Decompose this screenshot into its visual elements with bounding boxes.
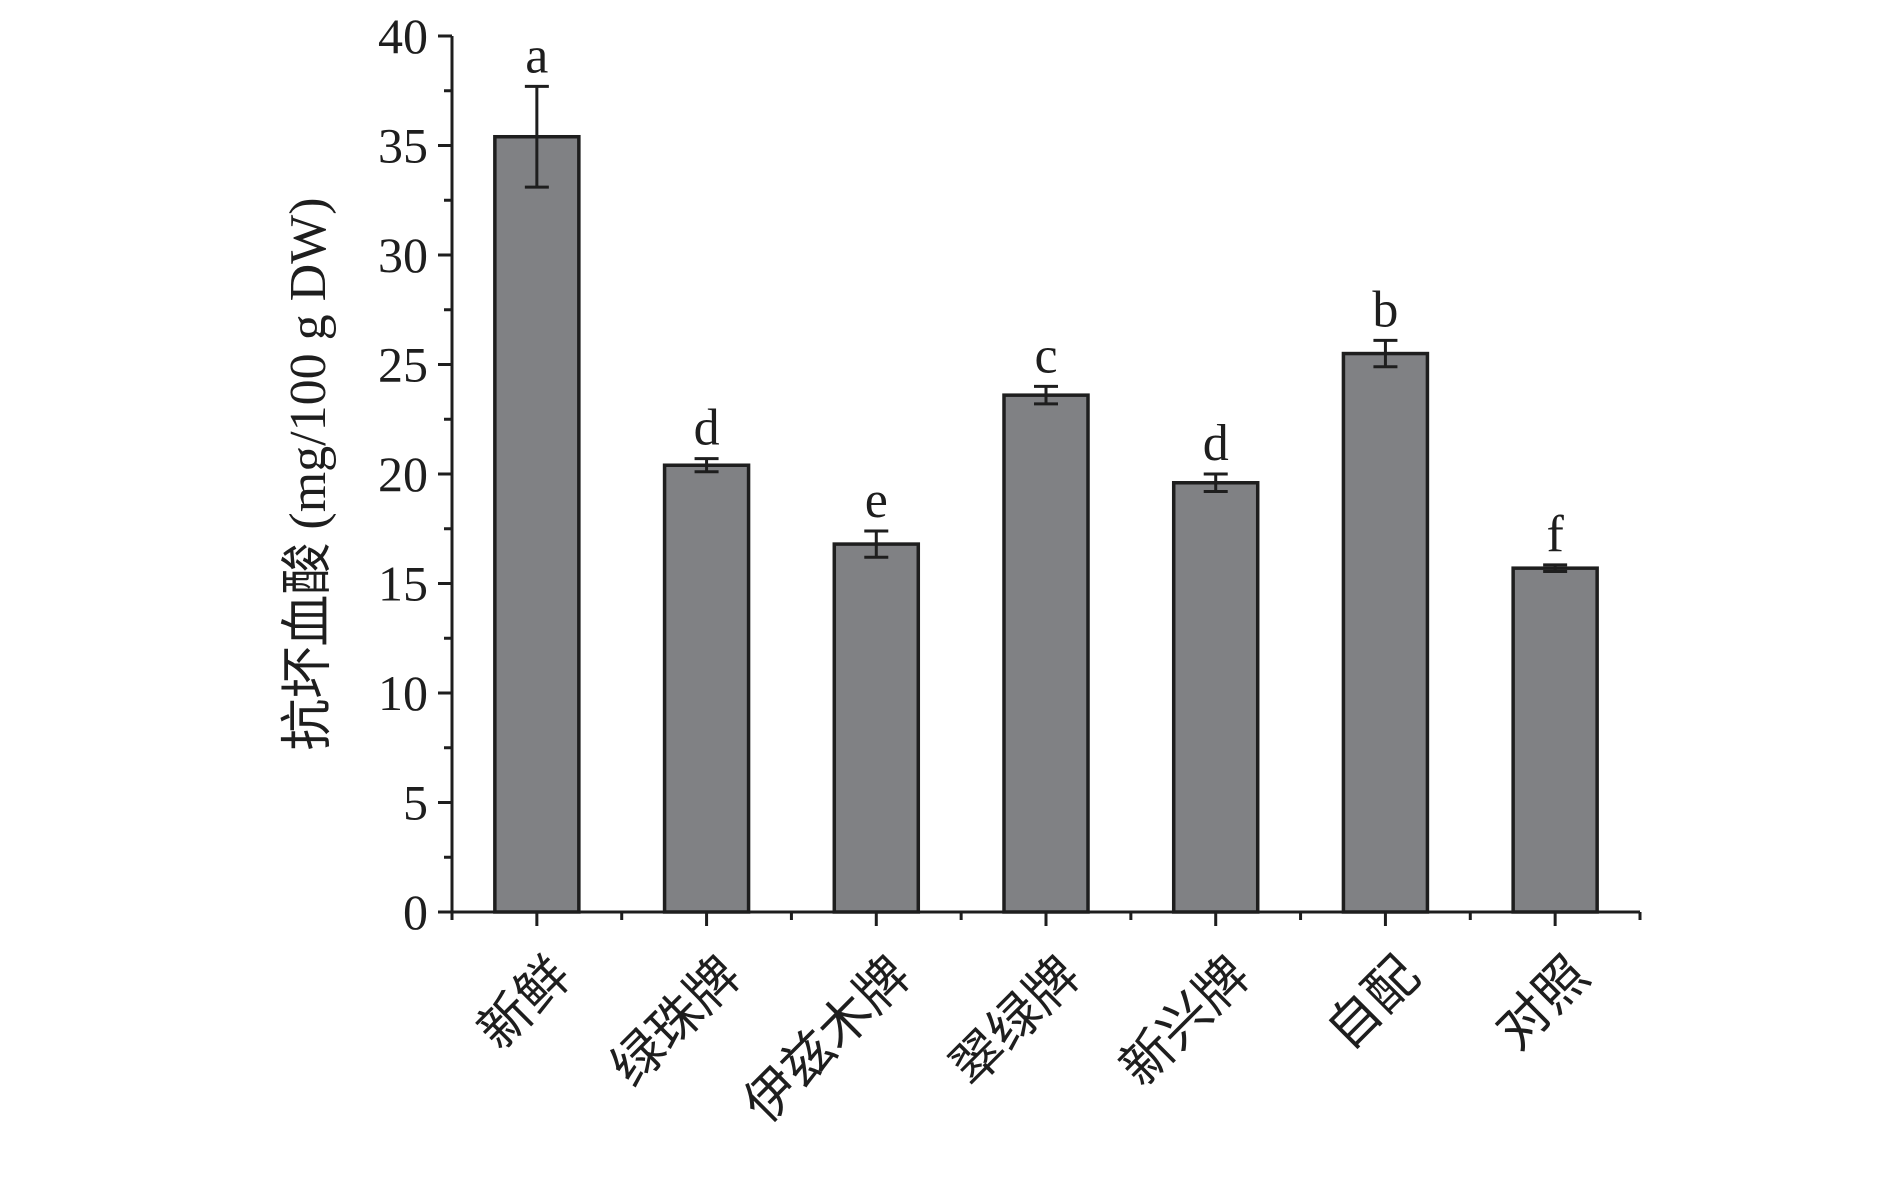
y-tick-label: 35 xyxy=(378,118,428,174)
significance-label: d xyxy=(694,400,720,457)
significance-label: e xyxy=(865,472,888,529)
x-axis-ticks xyxy=(450,912,1642,926)
x-tick-label: 对照 xyxy=(1485,945,1601,1061)
x-tick-label: 新鲜 xyxy=(467,945,583,1061)
bar xyxy=(493,134,581,914)
significance-label: f xyxy=(1546,506,1564,563)
x-tick-label: 绿珠牌 xyxy=(600,945,753,1098)
bar xyxy=(1511,566,1599,914)
significance-label: c xyxy=(1034,327,1057,384)
y-tick-label: 30 xyxy=(378,227,428,283)
x-tick-label: 伊兹木牌 xyxy=(733,945,923,1135)
x-tick-label: 新兴牌 xyxy=(1109,945,1262,1098)
bar xyxy=(662,463,751,914)
bar xyxy=(1171,481,1260,914)
significance-label: b xyxy=(1372,281,1398,338)
y-tick-label: 40 xyxy=(378,8,428,64)
y-tick-label: 10 xyxy=(378,665,428,721)
significance-label: d xyxy=(1203,415,1229,472)
y-tick-label: 0 xyxy=(403,884,428,940)
bar-series xyxy=(493,134,1599,914)
significance-labels: a d e c d b f xyxy=(525,27,1564,563)
x-tick-label: 翠绿牌 xyxy=(939,945,1092,1098)
y-tick-label: 20 xyxy=(378,446,428,502)
y-tick-label: 25 xyxy=(378,337,428,393)
error-bars xyxy=(524,84,1568,573)
x-tick-label: 自配 xyxy=(1315,945,1431,1061)
y-axis-title: 抗坏血酸 (mg/100 g DW) xyxy=(280,197,337,750)
bar xyxy=(832,542,921,914)
y-tick-label: 15 xyxy=(378,556,428,612)
bar xyxy=(1341,351,1430,914)
y-axis-ticks: 0 5 10 15 20 25 30 35 40 xyxy=(378,8,452,940)
significance-label: a xyxy=(525,27,548,84)
bar xyxy=(1002,393,1090,914)
y-tick-label: 5 xyxy=(403,775,428,831)
